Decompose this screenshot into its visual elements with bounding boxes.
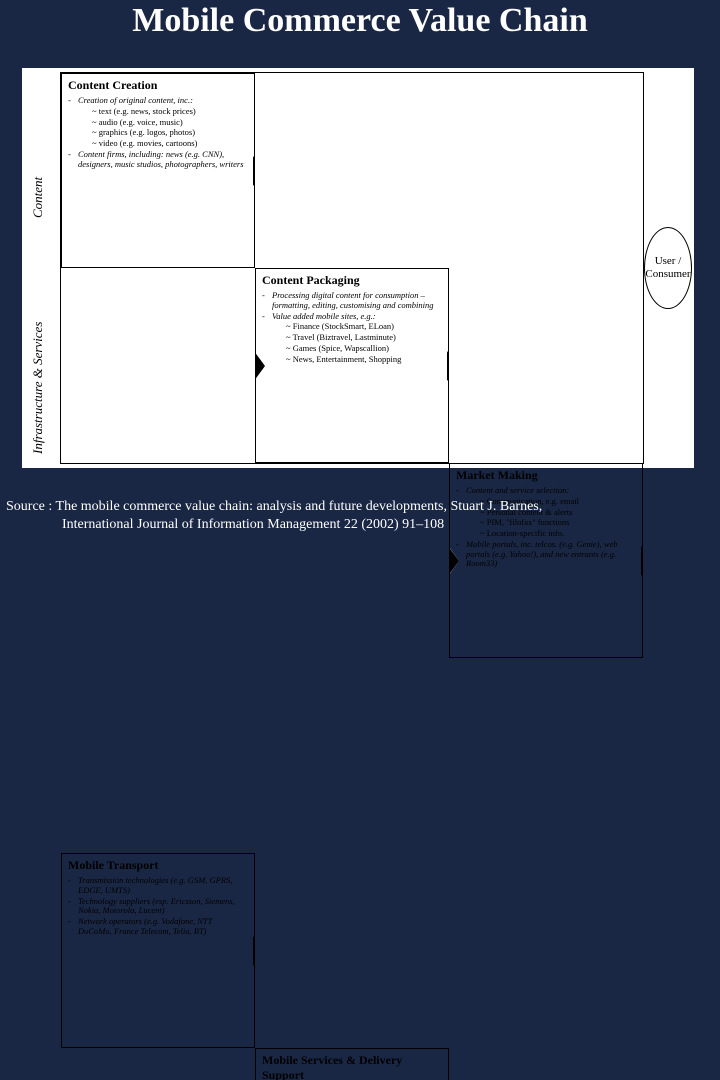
cell-content-creation: Content Creation -Creation of original c…	[61, 73, 255, 268]
cell-body: -Processing digital content for consumpt…	[262, 291, 442, 364]
cell-header: Mobile Transport	[68, 858, 248, 873]
row-label-content: Content	[30, 177, 46, 218]
cell-header: Content Packaging	[262, 273, 442, 288]
source-line2: International Journal of Information Man…	[6, 516, 714, 534]
cell-body: -Transmission technologies (e.g. GSM, GP…	[68, 876, 248, 937]
source-citation: Source : The mobile commerce value chain…	[6, 498, 714, 534]
cell-header: Content Creation	[68, 78, 248, 93]
cell-header: Market Making	[456, 468, 636, 483]
cell-mobile-transport: Mobile Transport -Transmission technolog…	[61, 853, 255, 1048]
cell-body: -Creation of original content, inc.:~ te…	[68, 96, 248, 169]
slide-title: Mobile Commerce Value Chain	[0, 0, 720, 39]
cell-header: Mobile Services & Delivery Support	[262, 1053, 442, 1080]
cell-content-packaging: Content Packaging -Processing digital co…	[255, 268, 449, 463]
cell-market-making: Market Making -Content and service selec…	[449, 463, 643, 658]
row-axis-labels: Content Infrastructure & Services	[22, 68, 56, 468]
user-consumer-oval: User / Consumer	[644, 227, 692, 309]
cell-mobile-services: Mobile Services & Delivery Support -Mobi…	[255, 1048, 449, 1080]
source-line1: Source : The mobile commerce value chain…	[6, 498, 714, 516]
user-line2: Consumer	[645, 268, 690, 281]
row-label-infra: Infrastructure & Services	[30, 322, 46, 454]
grid-frame: Content Creation -Creation of original c…	[60, 72, 644, 464]
user-line1: User /	[655, 255, 682, 268]
value-chain-diagram: Content Infrastructure & Services Conten…	[22, 68, 694, 468]
